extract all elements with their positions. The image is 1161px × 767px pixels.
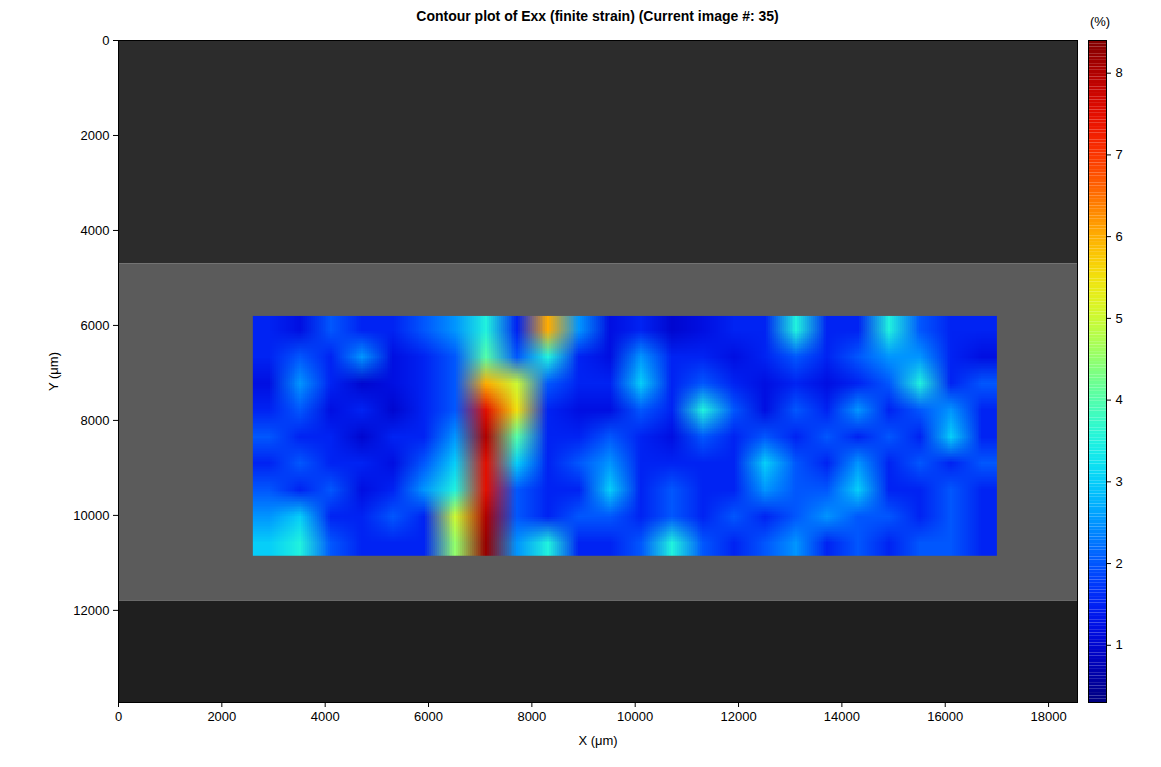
- svg-text:10000: 10000: [73, 508, 109, 523]
- svg-text:0: 0: [102, 33, 109, 48]
- svg-text:7: 7: [1116, 147, 1123, 162]
- svg-text:12000: 12000: [73, 603, 109, 618]
- svg-text:4000: 4000: [81, 223, 110, 238]
- svg-text:8000: 8000: [81, 413, 110, 428]
- svg-text:2000: 2000: [81, 128, 110, 143]
- svg-text:2000: 2000: [207, 709, 236, 724]
- svg-text:0: 0: [115, 709, 122, 724]
- svg-text:2: 2: [1116, 556, 1123, 571]
- svg-text:12000: 12000: [720, 709, 756, 724]
- svg-text:18000: 18000: [1030, 709, 1066, 724]
- svg-text:4000: 4000: [311, 709, 340, 724]
- svg-text:6: 6: [1116, 229, 1123, 244]
- svg-text:X (μm): X (μm): [578, 733, 617, 748]
- svg-text:6000: 6000: [414, 709, 443, 724]
- svg-text:16000: 16000: [927, 709, 963, 724]
- svg-text:1: 1: [1116, 637, 1123, 652]
- svg-text:3: 3: [1116, 474, 1123, 489]
- html-text:Contour plot of Exx (finite st: Contour plot of Exx (finite strain) (Cur…: [416, 8, 779, 24]
- svg-text:14000: 14000: [824, 709, 860, 724]
- svg-text:Y (μm): Y (μm): [46, 352, 61, 391]
- svg-text:8000: 8000: [517, 709, 546, 724]
- svg-text:4: 4: [1116, 392, 1123, 407]
- svg-text:5: 5: [1116, 311, 1123, 326]
- svg-text:10000: 10000: [617, 709, 653, 724]
- svg-text:8: 8: [1116, 65, 1123, 80]
- svg-text:6000: 6000: [81, 318, 110, 333]
